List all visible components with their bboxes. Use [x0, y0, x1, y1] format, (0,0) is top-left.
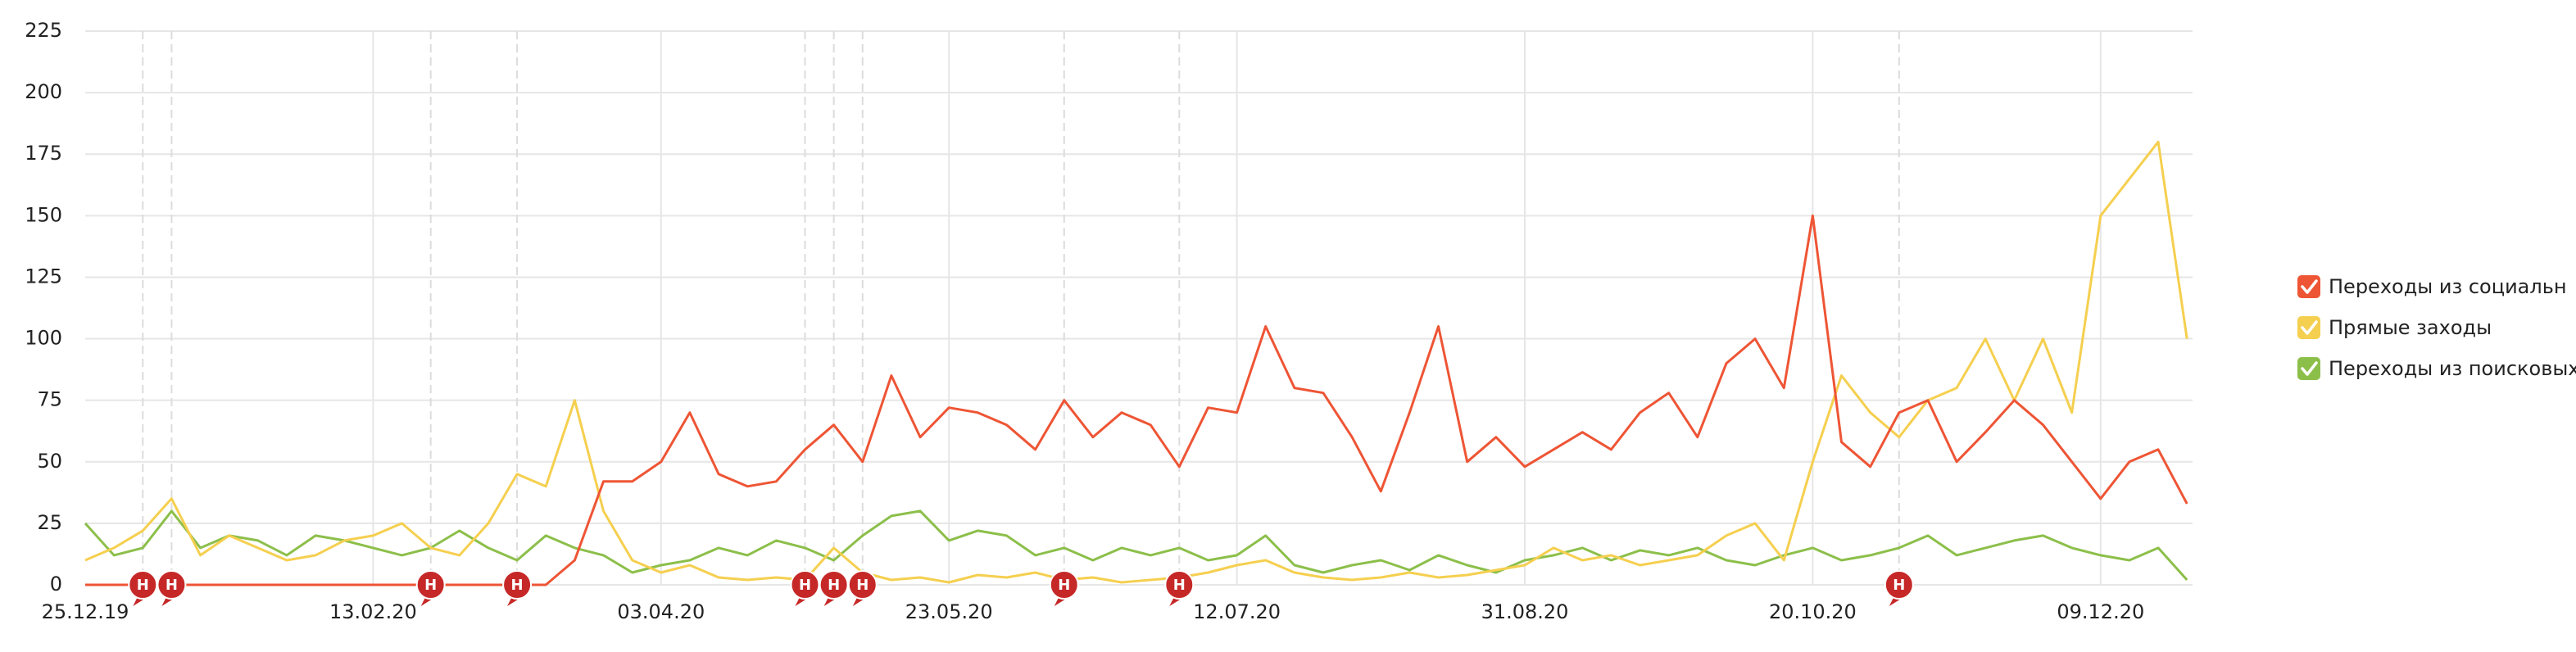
legend-check	[2301, 320, 2318, 335]
x-tick-label: 03.04.20	[617, 600, 705, 623]
legend-label: Переходы из поисковых	[2329, 357, 2576, 380]
legend-checkbox	[2297, 275, 2320, 298]
annotation-bubble	[156, 570, 187, 600]
legend-label: Прямые заходы	[2329, 316, 2492, 339]
annotation[interactable]: Н	[415, 570, 446, 606]
annotation[interactable]: Н	[156, 570, 187, 606]
annotation-text: Н	[1893, 577, 1905, 594]
annotation-text: Н	[1058, 577, 1070, 594]
y-tick-label: 50	[37, 450, 62, 473]
x-tick-label: 31.08.20	[1481, 600, 1569, 623]
legend-label: Переходы из социальн	[2329, 275, 2567, 298]
legend-checkbox	[2297, 357, 2320, 380]
series-line	[84, 509, 2188, 582]
legend-check	[2301, 279, 2318, 294]
y-tick-label: 0	[50, 573, 62, 595]
annotation-text: Н	[1173, 577, 1186, 594]
x-tick-label: 20.10.20	[1769, 600, 1857, 623]
y-tick-label: 150	[25, 203, 62, 226]
legend-check	[2301, 361, 2318, 376]
annotation-text: Н	[424, 577, 437, 594]
annotation[interactable]: Н	[819, 570, 849, 606]
legend-item[interactable]: Прямые заходы	[2297, 316, 2492, 339]
annotation[interactable]: Н	[1049, 570, 1079, 606]
y-tick-label: 200	[25, 80, 62, 103]
annotation[interactable]: Н	[1164, 570, 1195, 606]
legend-checkbox	[2297, 316, 2320, 339]
y-tick-label: 100	[25, 327, 62, 350]
y-tick-label: 175	[25, 142, 62, 165]
x-tick-label: 25.12.19	[42, 600, 129, 623]
annotation-text: Н	[137, 577, 149, 594]
annotation-bubble	[415, 570, 446, 600]
y-tick-label: 75	[37, 388, 62, 411]
annotation[interactable]: Н	[790, 570, 820, 606]
annotation[interactable]: Н	[1884, 570, 1914, 606]
annotation-bubble	[128, 570, 158, 600]
series-line	[84, 140, 2188, 584]
annotation-text: Н	[856, 577, 868, 594]
annotation-bubble	[1884, 570, 1914, 600]
annotation-bubble	[847, 570, 878, 600]
annotation-bubble	[1164, 570, 1195, 600]
annotation[interactable]: Н	[502, 570, 533, 606]
annotation-text: Н	[828, 577, 840, 594]
annotation-bubble	[502, 570, 533, 600]
y-tick-label: 25	[37, 511, 62, 534]
x-tick-label: 09.12.20	[2057, 600, 2144, 623]
legend-item[interactable]: Переходы из поисковых	[2297, 357, 2576, 380]
y-tick-label: 225	[25, 19, 62, 42]
annotation-text: Н	[511, 577, 524, 594]
annotation-bubble	[790, 570, 820, 600]
annotation-bubble	[819, 570, 849, 600]
legend-item[interactable]: Переходы из социальн	[2297, 275, 2567, 298]
annotation-bubble	[1049, 570, 1079, 600]
x-tick-label: 13.02.20	[329, 600, 417, 623]
annotation-text: Н	[799, 577, 811, 594]
y-tick-label: 125	[25, 265, 62, 288]
annotation[interactable]: Н	[128, 570, 158, 606]
annotation-text: Н	[166, 577, 178, 594]
x-tick-label: 23.05.20	[905, 600, 993, 623]
annotation[interactable]: Н	[847, 570, 878, 606]
x-tick-label: 12.07.20	[1193, 600, 1281, 623]
